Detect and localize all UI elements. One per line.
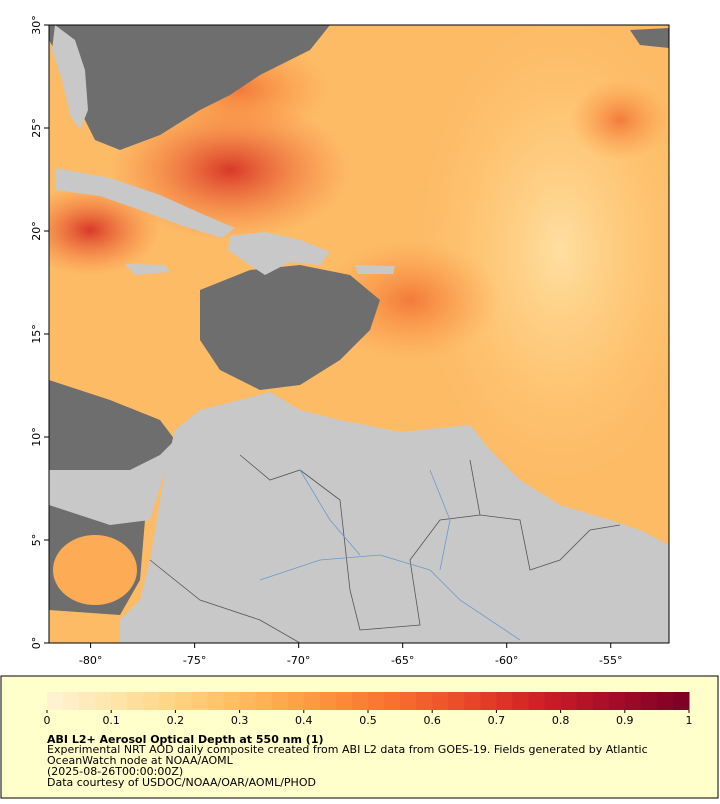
colorbar-tick-label: 0.5 xyxy=(359,714,377,727)
colorbar-swatch xyxy=(416,692,433,710)
caption-line: Data courtesy of USDOC/NOAA/OAR/AOML/PHO… xyxy=(47,776,316,789)
aod-field xyxy=(420,25,669,480)
aod-field xyxy=(53,535,137,605)
colorbar-swatch xyxy=(175,692,192,710)
land xyxy=(55,168,235,238)
land xyxy=(125,264,170,275)
colorbar-swatch xyxy=(576,692,594,710)
x-tick-label: -70° xyxy=(287,654,310,667)
y-tick-label: 25° xyxy=(30,118,43,138)
y-tick-label: 0° xyxy=(30,637,43,650)
no-data xyxy=(200,265,380,390)
colorbar-swatch xyxy=(351,692,369,710)
colorbar-tick-label: 1 xyxy=(686,714,693,727)
colorbar-swatch xyxy=(464,692,481,710)
colorbar-swatch xyxy=(656,692,674,710)
colorbar-swatch xyxy=(319,692,337,710)
colorbar-swatch xyxy=(496,692,513,710)
colorbar-swatch xyxy=(287,692,305,710)
colorbar-tick-label: 0.9 xyxy=(616,714,634,727)
colorbar-swatch xyxy=(79,692,96,710)
land xyxy=(120,392,669,643)
y-tick-label: 10° xyxy=(30,427,43,447)
colorbar-swatch xyxy=(63,692,80,710)
colorbar-swatch xyxy=(271,692,289,710)
colorbar-swatch xyxy=(127,692,144,710)
colorbar-swatch xyxy=(143,692,160,710)
colorbar-swatch xyxy=(640,692,658,710)
aod-field xyxy=(49,185,160,275)
x-tick-label: -55° xyxy=(599,654,622,667)
colorbar-swatch xyxy=(560,692,578,710)
land xyxy=(355,265,395,274)
colorbar-tick-label: 0.3 xyxy=(231,714,249,727)
colorbar-swatch xyxy=(592,692,610,710)
colorbar-tick-label: 0.2 xyxy=(167,714,185,727)
colorbar-swatch xyxy=(432,692,449,710)
y-tick-label: 15° xyxy=(30,324,43,344)
colorbar-swatch xyxy=(624,692,642,710)
y-tick-label: 20° xyxy=(30,221,43,241)
colorbar-swatch xyxy=(512,692,529,710)
colorbar-swatch xyxy=(480,692,497,710)
aod-field xyxy=(570,80,669,160)
colorbar-tick-label: 0 xyxy=(44,714,51,727)
colorbar-swatch xyxy=(303,692,321,710)
colorbar-swatch xyxy=(368,692,385,710)
colorbar-swatch xyxy=(191,692,208,710)
x-tick-label: -65° xyxy=(391,654,414,667)
colorbar-swatch xyxy=(207,692,225,710)
map-area xyxy=(49,25,669,643)
colorbar-tick-label: 0.7 xyxy=(488,714,506,727)
colorbar-swatch xyxy=(544,692,562,710)
no-data xyxy=(630,28,669,48)
colorbar-tick-label: 0.6 xyxy=(423,714,441,727)
x-tick-label: -75° xyxy=(183,654,206,667)
colorbar-swatch xyxy=(528,692,546,710)
colorbar-swatch xyxy=(223,692,241,710)
borders xyxy=(149,454,621,643)
colorbar-swatch xyxy=(95,692,112,710)
caption-line: Experimental NRT AOD daily composite cre… xyxy=(47,743,648,756)
colorbar-swatch xyxy=(672,692,690,710)
colorbar-swatch xyxy=(239,692,257,710)
no-data xyxy=(49,25,330,150)
land xyxy=(228,232,330,275)
caption-line: (2025-08-26T00:00:00Z) xyxy=(47,765,183,778)
caption-title: ABI L2+ Aerosol Optical Depth at 550 nm … xyxy=(47,733,324,746)
colorbar-swatch xyxy=(400,692,417,710)
colorbar-swatch xyxy=(384,692,401,710)
y-tick-label: 30° xyxy=(30,15,43,35)
x-tick-label: -60° xyxy=(495,654,518,667)
y-tick-label: 5° xyxy=(30,534,43,547)
land xyxy=(52,25,88,130)
colorbar-tick-label: 0.4 xyxy=(295,714,313,727)
caption: Experimental NRT AOD daily composite cre… xyxy=(47,743,648,789)
colorbar-swatch xyxy=(47,692,64,710)
colorbar-swatch xyxy=(255,692,273,710)
colorbar-swatch xyxy=(335,692,353,710)
land xyxy=(49,440,175,525)
colorbar-tick-label: 0.8 xyxy=(552,714,570,727)
caption-line: OceanWatch node at NOAA/AOML xyxy=(47,754,234,767)
colorbar-swatch xyxy=(111,692,128,710)
x-tick-label: -80° xyxy=(79,654,102,667)
colorbar-swatch xyxy=(448,692,465,710)
colorbar-swatch xyxy=(608,692,626,710)
rivers xyxy=(259,469,521,641)
colorbar-swatch xyxy=(159,692,176,710)
colorbar-tick-label: 0.1 xyxy=(102,714,120,727)
